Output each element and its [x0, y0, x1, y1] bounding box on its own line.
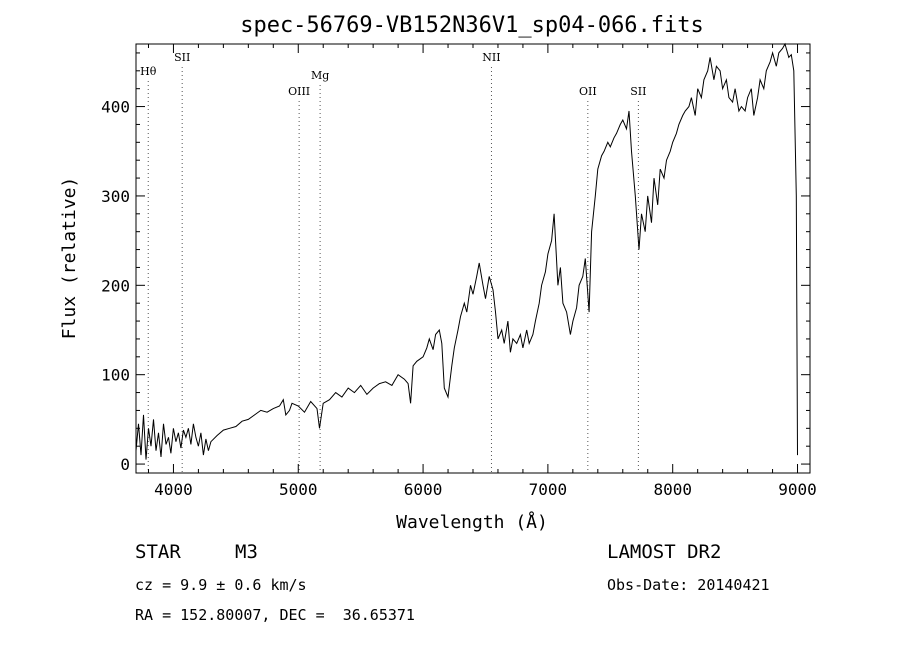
y-axis-label: Flux (relative) — [59, 177, 80, 340]
line-marker-label-1: SII — [174, 51, 190, 64]
x-axis-label: Wavelength (Å) — [396, 511, 548, 533]
coordinates: RA = 152.80007, DEC = 36.65371 — [135, 606, 415, 624]
y-tick-label-0: 0 — [120, 455, 130, 474]
line-marker-label-6: SII — [630, 85, 646, 98]
redshift-velocity: cz = 9.9 ± 0.6 km/s — [135, 576, 307, 594]
spectrum-line — [135, 42, 798, 460]
spectrum-series — [135, 42, 798, 460]
x-tick-label-6000: 6000 — [404, 480, 443, 499]
object-class: STAR — [135, 541, 181, 563]
y-tick-label-400: 400 — [101, 98, 130, 117]
observation-date: Obs-Date: 20140421 — [607, 576, 770, 594]
y-tick-label-300: 300 — [101, 187, 130, 206]
line-marker-label-2: OIII — [288, 85, 310, 98]
line-marker-label-3: Mg — [311, 69, 329, 82]
object-subclass: M3 — [235, 541, 258, 563]
spectrum-chart: spec-56769-VB152N36V1_sp04-066.fits Hθ SI… — [59, 13, 817, 533]
line-marker-label-4: NII — [482, 51, 500, 64]
line-marker-label-0: Hθ — [140, 65, 157, 78]
x-tick-label-8000: 8000 — [653, 480, 692, 499]
line-marker-label-5: OII — [579, 85, 597, 98]
x-tick-label-9000: 9000 — [778, 480, 817, 499]
plot-frame — [135, 43, 811, 474]
axes: 4000 5000 6000 7000 8000 9000 0 100 200 300 400 — [101, 44, 817, 499]
chart-title: spec-56769-VB152N36V1_sp04-066.fits — [240, 13, 704, 38]
x-tick-label-5000: 5000 — [279, 480, 318, 499]
survey-name: LAMOST DR2 — [607, 541, 722, 563]
x-tick-label-7000: 7000 — [529, 480, 568, 499]
y-tick-label-200: 200 — [101, 276, 130, 295]
y-tick-label-100: 100 — [101, 366, 130, 385]
x-tick-label-4000: 4000 — [154, 480, 193, 499]
